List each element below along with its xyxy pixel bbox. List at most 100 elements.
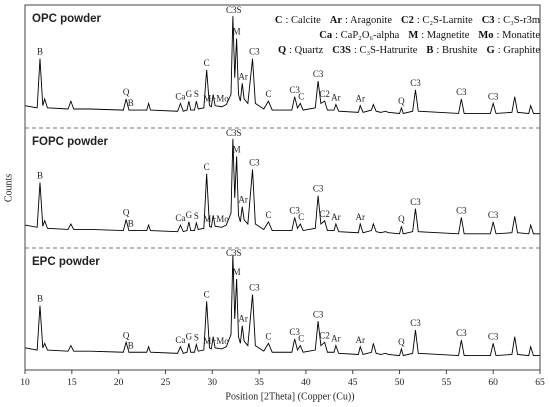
peak-label: M+Mo [203,336,229,346]
plot-frame [24,4,541,371]
peak-label: C [265,331,271,341]
peak-label: B [128,340,134,350]
legend-meaning: : Quartz [289,45,324,56]
peak-label: C3 [410,318,421,328]
xrd-pattern [24,254,540,357]
legend-symbol: B [426,45,434,56]
peak-label: Ar [238,195,248,205]
peak-label: C3 [456,87,467,97]
peak-label: Q [123,330,130,340]
legend-symbol: Ca [319,30,333,41]
legend-meaning: : Brushite [436,45,478,56]
x-tick-label: 45 [348,378,358,388]
peak-label: C3 [313,69,324,79]
legend-meaning: : Monatite [496,30,540,41]
peak-label: S [194,89,199,99]
peak-label: B [37,294,43,304]
peak-label: Ar [355,212,365,222]
peak-label: M [233,144,241,154]
peak-label: C3S [226,248,242,258]
panel-label: OPC powder [32,13,102,25]
x-tick-label: 40 [301,378,311,388]
legend-symbol: C2 [400,15,414,26]
peak-label: Ar [355,94,365,104]
peak-label: M+Mo [203,94,229,104]
x-axis-label: Position [2Theta] (Copper (Cu)) [225,391,354,402]
legend-symbol: C [274,15,283,26]
peak-label: C3 [410,78,421,88]
peak-label: C [298,212,304,222]
peak-label: B [37,171,43,181]
legend-row: C: Calcite Ar: Aragonite C2: C₂S-Larnite C3… [266,13,540,28]
peak-label: S [194,211,199,221]
peak-label: C3S [226,5,242,15]
legend-symbol: M [408,30,419,41]
peak-label: C3 [488,91,499,101]
peak-label: Ca [175,213,185,223]
peak-label: C [265,89,271,99]
peak-label: S [194,333,199,343]
peak-label: C3 [289,327,300,337]
peak-label: C2 [319,209,330,219]
peak-label: B [37,47,43,57]
peak-label: G [186,210,193,220]
x-tick-label: 50 [395,378,405,388]
peak-label: Ar [331,334,341,344]
peak-label: C3 [313,184,324,194]
peak-label: M [233,27,241,37]
peak-label: Q [398,96,405,106]
x-tick-label: 55 [442,378,452,388]
legend-symbol: Q [277,45,287,56]
panel-label: EPC powder [32,256,100,268]
peak-label: Ar [331,93,341,103]
peak-label: Q [398,214,405,224]
x-tick-label: 35 [254,378,264,388]
x-tick-label: 25 [161,378,171,388]
peak-label: C3 [456,206,467,216]
x-tick-label: 30 [208,378,218,388]
peak-label: Ca [175,91,185,101]
xrd-pattern [24,138,540,235]
peak-label: C3 [313,309,324,319]
peak-label: C [204,289,210,299]
peak-label: C3 [289,206,300,216]
peak-label: C [298,91,304,101]
legend-meaning: : Aragonite [345,15,392,26]
legend-symbol: G [486,45,495,56]
peak-label: Ar [331,212,341,222]
peak-label: B [128,98,134,108]
peak-label: Q [398,337,405,347]
legend-meaning: : C₃S-Hatrurite [353,45,418,56]
legend-symbol: C3S [332,45,351,56]
x-tick-label: 60 [488,378,498,388]
peak-label: Q [123,87,130,97]
peak-label: C3 [456,328,467,338]
x-tick-label: 15 [67,378,77,388]
xrd-pattern [24,16,540,114]
legend-meaning: : Calcite [285,15,321,26]
peak-label: C3 [249,283,260,293]
peak-label: G [186,331,193,341]
legend-meaning: : CaP₂O₆-alpha [335,30,400,41]
legend-meaning: : C₂S-Larnite [416,15,473,26]
peak-label: C [204,58,210,68]
peak-label: Q [123,208,130,218]
peak-label: M [233,267,241,277]
legend-meaning: : C₃S-r3m [497,15,540,26]
peak-label: C3 [289,85,300,95]
legend-symbol: C3 [481,15,495,26]
legend-row: Q: Quartz C3S: C₃S-Hatrurite B: Brushite G:… [266,43,540,58]
peak-label: C3 [249,47,260,57]
peak-label: C3 [249,158,260,168]
x-tick-label: 20 [114,378,124,388]
panel-label: FOPC powder [32,136,109,148]
x-tick-label: 10 [20,378,30,388]
legend-meaning: : Graphite [497,45,540,56]
legend-meaning: : Magnetite [421,30,470,41]
peak-label: Ar [355,335,365,345]
peak-label: C [265,210,271,220]
peak-label: M+Mo [203,214,229,224]
legend-row: Ca: CaP₂O₆-alpha M: Magnetite Mo: Monatite [266,28,540,43]
legend-symbol: Ar [329,15,343,26]
